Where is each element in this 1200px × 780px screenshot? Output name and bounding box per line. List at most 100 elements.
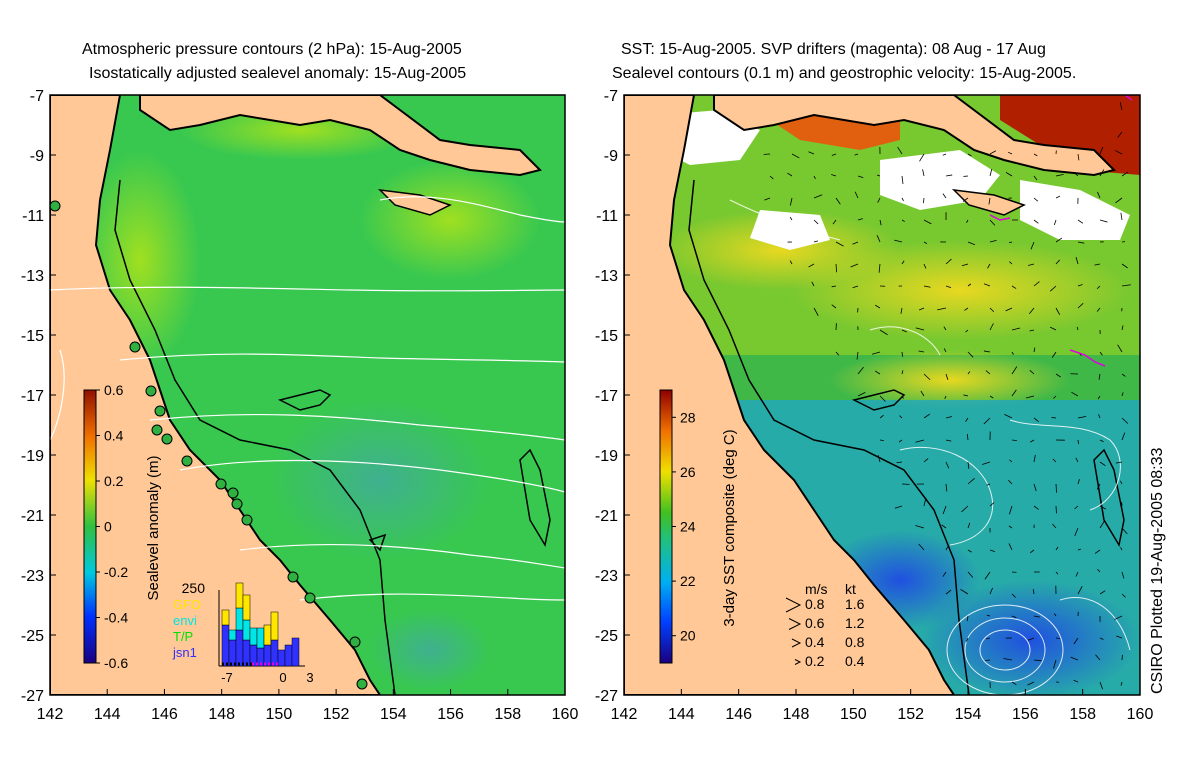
velocity-arrow [857,218,863,221]
velocity-arrow [945,483,948,492]
velocity-arrow [1077,548,1081,551]
velocity-arrow [1120,480,1123,485]
velocity-arrow [857,392,866,397]
velocity-arrow [1077,303,1084,309]
velocity-arrow [1029,329,1035,332]
velocity-arrow [854,191,859,199]
velocity-arrow [1030,241,1035,250]
velocity-arrow [831,304,837,309]
velocity-arrow [1077,585,1083,595]
velocity-arrow [813,194,823,199]
velocity-arrow [1121,263,1128,269]
velocity-arrow [1074,505,1079,510]
left-xtick-label: 146 [151,706,178,723]
velocity-arrow [1033,175,1038,181]
velocity-arrow [967,478,975,485]
velocity-arrow [879,395,886,402]
velocity-arrow [1055,307,1061,316]
velocity-legend-arrow [794,659,802,665]
tide-gauge-markers [50,200,368,690]
velocity-arrow [943,326,947,331]
velocity-arrow [901,219,905,222]
velocity-legend-ms-header: m/s [805,581,828,597]
velocity-arrow [898,439,903,443]
velocity-arrow [879,219,882,226]
velocity-arrow [1029,307,1035,315]
velocity-arrow [1114,615,1123,620]
velocity-arrow [1053,659,1057,669]
left-land-australia [50,95,382,695]
velocity-arrow [986,483,991,486]
velocity-arrow [989,219,996,226]
velocity-arrow [1033,483,1037,492]
right-xtick-label: 146 [725,706,752,723]
velocity-arrow [984,571,991,580]
right-map [624,95,1140,695]
right-xtick-label: 154 [955,706,982,723]
velocity-arrow [1033,347,1036,353]
velocity-arrow [1097,568,1101,573]
right-xtick-label: 148 [783,706,810,723]
left-title-line1: Atmospheric pressure contours (2 hPa): 1… [82,41,462,58]
left-title-line2: Isostatically adjusted sealevel anomaly:… [89,65,467,82]
left-colorbar-tick-label: 0.2 [104,473,124,489]
histogram-xtick-zero: 0 [279,670,286,685]
left-xtick-label: 150 [266,706,293,723]
left-colorbar-tick-label: -0.4 [104,610,128,626]
velocity-arrow [879,414,884,419]
velocity-arrow [1029,549,1035,554]
velocity-arrow [1053,613,1057,617]
velocity-arrow [945,461,950,469]
velocity-arrow [961,263,969,267]
velocity-arrow [983,417,991,425]
velocity-arrow [967,549,972,553]
right-ytick-label: -15 [595,328,618,345]
velocity-arrow [1121,171,1129,177]
left-xtick-label: 152 [323,706,350,723]
right-colorbar-tick-label: 20 [680,628,696,644]
left-colorbar-tick-label: 0.4 [104,428,124,444]
velocity-arrow [989,502,995,507]
velocity-arrow [923,263,927,269]
velocity-arrow [1077,219,1084,224]
velocity-legend-arrow [791,638,802,648]
velocity-arrow [1099,146,1104,155]
velocity-arrow [1096,285,1101,289]
velocity-arrow [1055,546,1059,551]
left-ytick-label: -17 [21,388,44,405]
velocity-arrow [967,461,970,469]
velocity-arrow [989,549,995,552]
velocity-arrow [835,351,840,356]
velocity-arrow [961,505,969,513]
velocity-arrow [1073,637,1079,645]
velocity-arrow [1097,191,1101,199]
velocity-arrow [986,614,991,617]
velocity-arrow [900,307,903,314]
velocity-arrow [1120,547,1123,551]
velocity-arrow [1094,263,1101,266]
left-colorbar-tick-label: 0.6 [104,382,124,398]
velocity-arrow [811,281,815,287]
velocity-arrow [1074,527,1079,537]
velocity-arrow [1049,326,1057,331]
velocity-arrow [876,174,881,177]
velocity-arrow [945,373,949,380]
left-ytick-label: -19 [21,448,44,465]
velocity-arrow [764,197,771,201]
velocity-arrow [901,351,903,357]
velocity-arrow [985,659,991,661]
right-ytick-label: -11 [596,208,618,225]
velocity-arrow [1099,637,1104,640]
velocity-legend-arrow [785,597,802,613]
velocity-arrow [835,241,844,247]
velocity-arrow [1077,153,1080,161]
velocity-arrow [1051,351,1057,358]
left-xtick-label: 148 [208,706,235,723]
velocity-arrow [915,439,925,443]
velocity-arrow [1070,656,1079,661]
velocity-arrow [852,241,859,245]
velocity-arrow [945,589,952,595]
velocity-arrow [1121,284,1131,287]
velocity-arrow [967,371,971,375]
